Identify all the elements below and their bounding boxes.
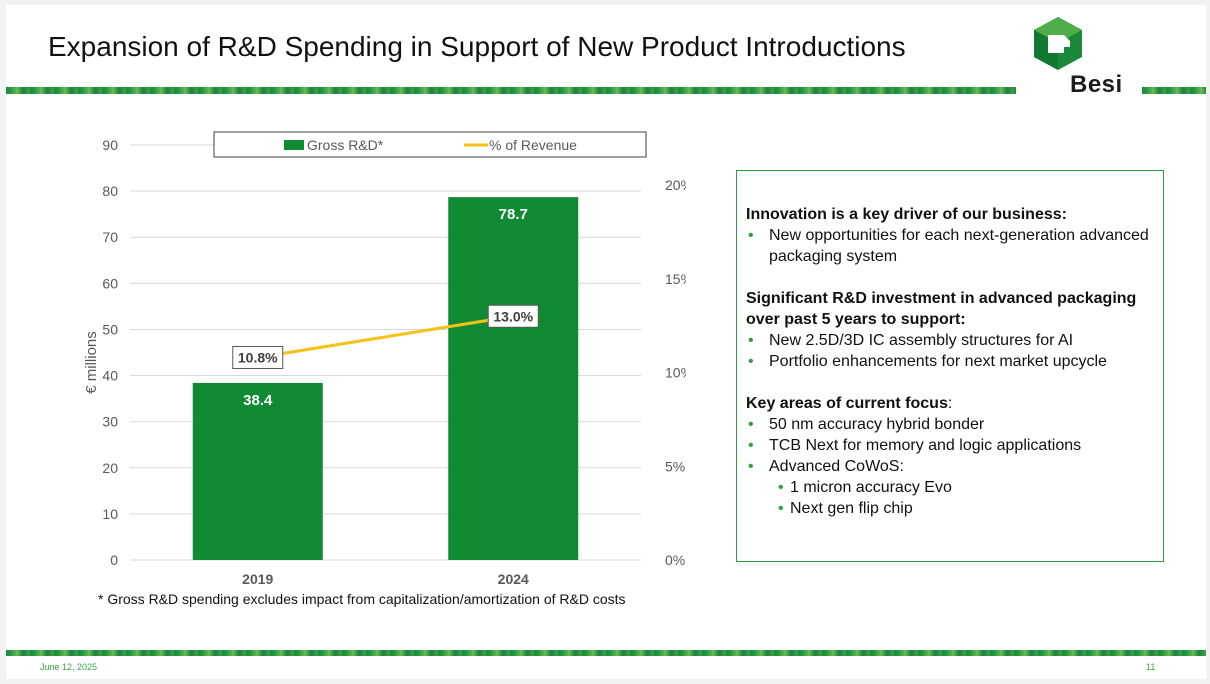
slide: Expansion of R&D Spending in Support of … bbox=[6, 5, 1206, 679]
y-tick-label: 60 bbox=[102, 275, 118, 291]
focus-heading: Innovation is a key driver of our busine… bbox=[746, 204, 1155, 225]
logo-wordmark: Besi bbox=[1070, 71, 1123, 98]
y-tick-label: 0 bbox=[110, 552, 118, 568]
x-tick-label: 2024 bbox=[498, 571, 529, 585]
focus-heading-text: Key areas of current focus bbox=[746, 395, 948, 412]
y2-tick-label: 15% bbox=[665, 271, 686, 287]
x-tick-label: 2019 bbox=[242, 571, 273, 585]
sub-bullet-item: 1 micron accuracy Evo bbox=[746, 477, 1155, 498]
focus-heading: Significant R&D investment in advanced p… bbox=[746, 288, 1155, 330]
line-label-box bbox=[487, 304, 539, 328]
rd-spending-chart: 0 10 20 30 40 50 60 70 80 90 0% 5% 10% 15% 20% € millio… bbox=[83, 131, 686, 585]
y-tick-label: 20 bbox=[102, 460, 118, 476]
y-tick-label: 90 bbox=[102, 137, 118, 153]
line-label-box bbox=[232, 346, 284, 369]
footer-date: June 12, 2025 bbox=[40, 662, 98, 672]
focus-text-box: Innovation is a key driver of our busine… bbox=[736, 170, 1164, 562]
footer-stripe bbox=[6, 650, 1206, 656]
legend bbox=[213, 131, 647, 158]
y-tick-label: 80 bbox=[102, 183, 118, 199]
bar-2019 bbox=[192, 382, 323, 560]
bar-data-label: 38.4 bbox=[243, 392, 273, 409]
bullet-item: New 2.5D/3D IC assembly structures for A… bbox=[746, 330, 1155, 351]
bullet-item: 50 nm accuracy hybrid bonder bbox=[746, 414, 1155, 435]
focus-heading-text: Innovation is a key driver of our busine… bbox=[746, 206, 1067, 223]
footnote: * Gross R&D spending excludes impact fro… bbox=[98, 591, 626, 607]
bullet-item: TCB Next for memory and logic applicatio… bbox=[746, 435, 1155, 456]
y2-tick-label: 20% bbox=[665, 177, 686, 193]
y-tick-label: 50 bbox=[102, 321, 118, 337]
y2-tick-label: 5% bbox=[665, 458, 685, 474]
legend-swatch-bar bbox=[284, 140, 304, 150]
bullet-item: New opportunities for each next-generati… bbox=[746, 225, 1155, 267]
y-axis-label: € millions bbox=[83, 331, 100, 394]
line-data-label: 13.0% bbox=[493, 308, 533, 324]
y-tick-label: 70 bbox=[102, 229, 118, 245]
sub-bullet-item: Next gen flip chip bbox=[746, 498, 1155, 519]
y-tick-label: 30 bbox=[102, 414, 118, 430]
focus-section: Innovation is a key driver of our busine… bbox=[746, 204, 1155, 267]
y-tick-label: 10 bbox=[102, 506, 118, 522]
focus-section: Significant R&D investment in advanced p… bbox=[746, 288, 1155, 372]
page-number: 11 bbox=[1146, 662, 1156, 672]
bar-2024 bbox=[448, 197, 579, 560]
focus-section: Key areas of current focus:50 nm accurac… bbox=[746, 393, 1155, 519]
y2-tick-label: 0% bbox=[665, 552, 685, 568]
bar-data-label: 78.7 bbox=[499, 206, 528, 223]
bullet-item: Advanced CoWoS: bbox=[746, 456, 1155, 477]
legend-label-line: % of Revenue bbox=[489, 137, 577, 153]
page-title: Expansion of R&D Spending in Support of … bbox=[48, 31, 906, 62]
bullet-item: Portfolio enhancements for next market u… bbox=[746, 351, 1155, 372]
focus-heading-suffix: : bbox=[947, 395, 953, 412]
legend-label-bar: Gross R&D* bbox=[307, 137, 384, 153]
y-tick-label: 40 bbox=[102, 368, 118, 384]
y2-tick-label: 10% bbox=[665, 365, 686, 381]
revenue-share-line bbox=[257, 314, 514, 359]
header-stripe-left bbox=[6, 87, 1016, 94]
header-stripe-right bbox=[1142, 87, 1206, 94]
besi-logo-icon bbox=[1034, 17, 1082, 70]
focus-heading: Key areas of current focus: bbox=[746, 393, 1155, 414]
focus-heading-text: Significant R&D investment in advanced p… bbox=[746, 290, 1137, 328]
line-data-label: 10.8% bbox=[238, 350, 278, 366]
